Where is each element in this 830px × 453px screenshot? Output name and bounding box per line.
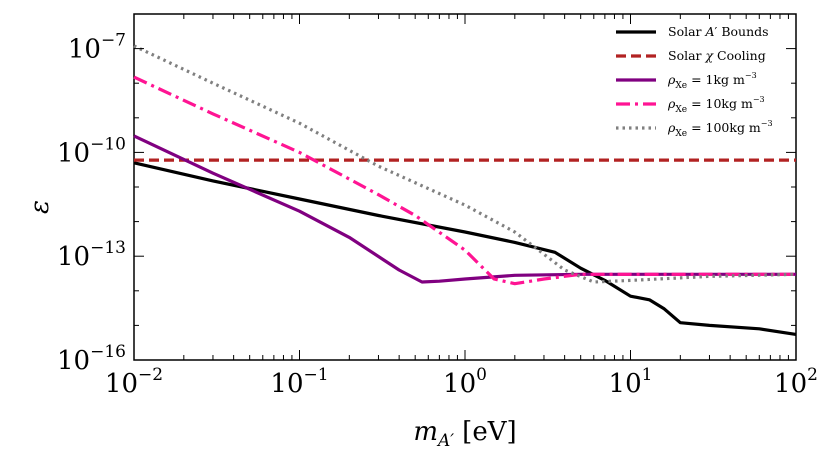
legend-label-3: ρXe = 1kg m−3 [667, 71, 757, 91]
y-tick-label: 10−7 [68, 31, 126, 65]
plot-frame [133, 13, 797, 361]
series-line-4 [133, 75, 796, 286]
y-tick-labels: 10−16 10−13 10−10 10−7 [57, 31, 126, 376]
ticks-layer [133, 13, 796, 361]
x-tick-label: 10−1 [270, 365, 328, 399]
y-tick-label: 10−13 [57, 238, 126, 272]
plot-area [133, 13, 797, 361]
x-axis-label: mA′ [eV] [413, 417, 516, 451]
x-tick-label: 102 [774, 365, 818, 399]
x-tick-label: 101 [609, 365, 653, 399]
x-tick-labels: 10−2 10−1 100 101 102 [105, 365, 818, 399]
legend-label-1: Solar A′ Bounds [668, 24, 769, 39]
x-tick-label: 100 [443, 365, 487, 399]
y-tick-label: 10−10 [57, 134, 126, 168]
series-line-5 [133, 44, 797, 284]
legend-label-4: ρXe = 10kg m−3 [667, 95, 765, 115]
legend-label-5: ρXe = 100kg m−3 [667, 119, 773, 139]
y-tick-label: 10−16 [57, 342, 126, 376]
series-line-1 [133, 161, 797, 336]
legend: Solar A′ Bounds Solar χ Cooling ρXe = 1kg … [616, 24, 773, 139]
series-line-3 [133, 134, 796, 284]
legend-label-2: Solar χ Cooling [668, 48, 766, 63]
series-layer [133, 44, 797, 336]
y-axis-label: ε [25, 200, 55, 214]
x-tick-label: 10−2 [105, 365, 163, 399]
